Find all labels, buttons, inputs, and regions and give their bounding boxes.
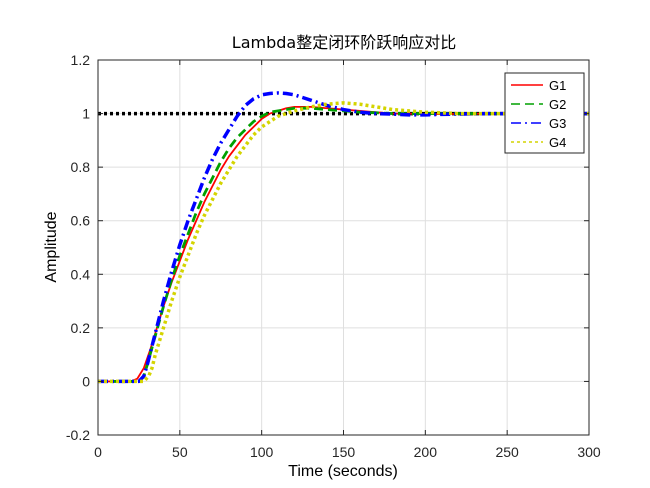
x-tick-label: 0 xyxy=(94,444,102,460)
legend-label-g1: G1 xyxy=(549,78,566,93)
y-tick-label: -0.2 xyxy=(66,427,90,443)
legend-label-g4: G4 xyxy=(549,135,566,150)
x-tick-label: 250 xyxy=(495,444,519,460)
legend: G1 G2 G3 G4 xyxy=(504,72,585,154)
y-tick-label: 0.4 xyxy=(71,266,91,282)
x-tick-label: 100 xyxy=(250,444,274,460)
chart-title: Lambda整定闭环阶跃响应对比 xyxy=(232,33,456,52)
x-tick-label: 150 xyxy=(332,444,356,460)
legend-box xyxy=(504,72,585,154)
x-axis-ticks: 0 50 100 150 200 250 300 xyxy=(94,60,601,460)
legend-label-g3: G3 xyxy=(549,116,566,131)
y-tick-label: 0.8 xyxy=(71,159,91,175)
y-tick-label: 0 xyxy=(82,373,90,389)
y-tick-label: 1.2 xyxy=(71,52,91,68)
series-line-g3 xyxy=(98,91,589,384)
y-axis-label: Amplitude xyxy=(43,211,60,282)
x-axis-label: Time (seconds) xyxy=(288,463,398,480)
legend-label-g2: G2 xyxy=(549,97,566,112)
y-tick-label: 1 xyxy=(82,106,90,122)
y-axis-ticks: -0.2 0 0.2 0.4 0.6 0.8 1 1.2 xyxy=(66,52,589,443)
x-tick-label: 50 xyxy=(172,444,188,460)
x-tick-label: 200 xyxy=(414,444,438,460)
y-tick-label: 0.6 xyxy=(71,213,91,229)
series-line-g4 xyxy=(98,101,589,384)
x-tick-label: 300 xyxy=(577,444,601,460)
y-tick-label: 0.2 xyxy=(71,320,91,336)
